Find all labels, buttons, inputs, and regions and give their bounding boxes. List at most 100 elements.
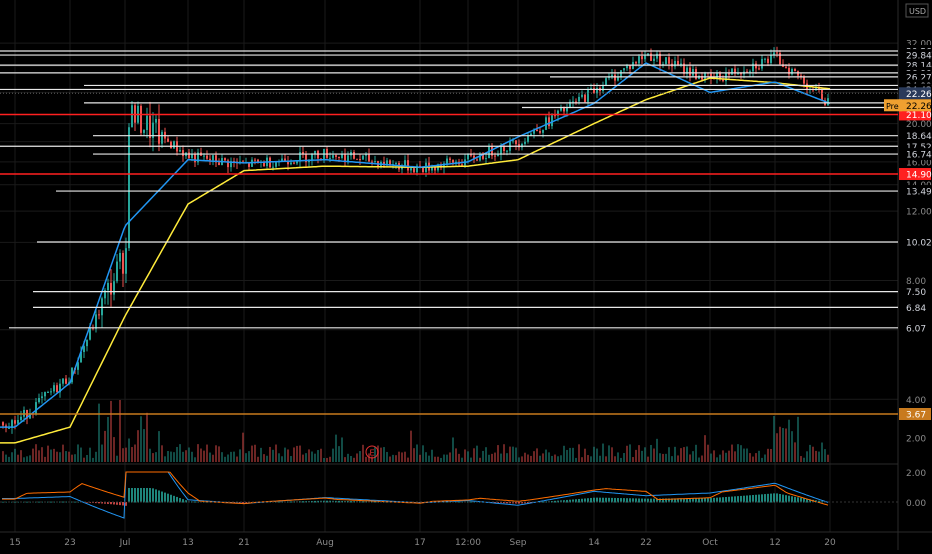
volume-bar <box>242 432 244 462</box>
volume-bar <box>587 455 589 462</box>
candle-body <box>479 154 481 161</box>
volume-bar <box>686 446 688 462</box>
candle-body <box>461 164 463 166</box>
level-tag-label: 29.84 <box>906 52 932 62</box>
macd-histogram-bar <box>596 497 598 503</box>
x-axis-tick: 23 <box>64 538 75 548</box>
volume-bar <box>41 447 43 462</box>
candle-body <box>434 166 436 171</box>
candle-body <box>329 157 331 159</box>
macd-histogram-bar <box>683 498 685 503</box>
volume-bar <box>740 445 742 462</box>
volume-bar <box>32 448 34 462</box>
volume-bar <box>788 419 790 462</box>
volume-bar <box>59 452 61 462</box>
macd-histogram-bar <box>668 498 670 503</box>
candle-body <box>749 71 751 73</box>
macd-histogram-bar <box>140 488 142 503</box>
candle-body <box>113 281 115 295</box>
volume-bar <box>119 399 121 462</box>
level-tag-background <box>899 185 931 198</box>
macd-histogram-bar <box>587 498 589 503</box>
candle-body <box>161 131 163 144</box>
macd-histogram-bar <box>626 498 628 503</box>
macd-histogram-bar <box>503 502 505 504</box>
macd-histogram-bar <box>650 498 652 503</box>
macd-histogram-bar <box>362 501 364 503</box>
volume-bar <box>749 453 751 462</box>
macd-histogram-bar <box>560 500 562 503</box>
price-axis-tick: 8.00 <box>906 277 926 287</box>
macd-histogram-bar <box>581 498 583 503</box>
x-axis-tick: Sep <box>510 538 527 548</box>
candle-body <box>77 362 79 370</box>
candle-body <box>617 76 619 81</box>
level-tag-label: 6.84 <box>906 304 926 314</box>
volume-bar <box>350 455 352 462</box>
candle-body <box>659 53 661 66</box>
macd-histogram-bar <box>656 498 658 503</box>
candle-body <box>734 68 736 74</box>
level-tag-background <box>899 108 931 121</box>
candle-body <box>746 71 748 73</box>
volume-bar <box>818 451 820 462</box>
macd-histogram-bar <box>524 502 526 504</box>
candle-body <box>149 115 151 138</box>
volume-bar <box>113 437 115 462</box>
candle-body <box>365 154 367 156</box>
macd-histogram-bar <box>665 498 667 503</box>
candle-body <box>305 153 307 163</box>
macd-histogram-bar <box>782 494 784 503</box>
macd-histogram-bar <box>494 502 496 503</box>
macd-histogram-bar <box>731 496 733 503</box>
volume-bar <box>215 445 217 462</box>
candle-body <box>17 419 19 424</box>
volume-bar <box>161 445 163 462</box>
volume-bar <box>290 456 292 462</box>
macd-histogram-bar <box>770 493 772 503</box>
volume-bar <box>35 444 37 462</box>
moving-average-fast-line <box>0 62 831 428</box>
volume-bar <box>20 450 22 462</box>
volume-bar <box>497 445 499 462</box>
volume-bar <box>743 448 745 462</box>
macd-histogram-bar <box>110 502 112 505</box>
candle-body <box>347 155 349 163</box>
volume-bar <box>245 453 247 462</box>
volume-bar <box>539 455 541 462</box>
candle-body <box>146 115 148 131</box>
level-tag-background <box>899 235 931 248</box>
candle-body <box>536 129 538 132</box>
macd-histogram-bar <box>179 498 181 503</box>
volume-bar <box>614 456 616 462</box>
macd-histogram-bar <box>806 498 808 503</box>
candle-body <box>215 155 217 163</box>
candle-body <box>275 162 277 167</box>
last-price-tag-background <box>899 87 931 100</box>
candle-body <box>665 57 667 65</box>
macd-histogram-bar <box>689 498 691 503</box>
volume-bar <box>617 452 619 462</box>
candle-body <box>770 54 772 63</box>
candle-body <box>86 339 88 347</box>
candle-body <box>131 105 133 128</box>
x-axis-tick: Aug <box>316 538 334 548</box>
volume-bar <box>449 452 451 462</box>
macd-histogram-bar <box>659 498 661 503</box>
macd-histogram-bar <box>458 501 460 503</box>
macd-histogram-bar <box>2 501 4 503</box>
candle-body <box>785 66 787 68</box>
volume-bar <box>647 456 649 462</box>
macd-axis-tick: 2.00 <box>906 469 926 479</box>
volume-bar <box>533 451 535 462</box>
candle-body <box>737 73 739 75</box>
volume-bar <box>503 444 505 462</box>
macd-histogram-bar <box>740 495 742 503</box>
level-tag-background <box>899 408 931 420</box>
candle-body <box>194 154 196 163</box>
volume-bar <box>101 444 103 462</box>
volume-bar <box>83 457 85 462</box>
candle-body <box>443 163 445 168</box>
